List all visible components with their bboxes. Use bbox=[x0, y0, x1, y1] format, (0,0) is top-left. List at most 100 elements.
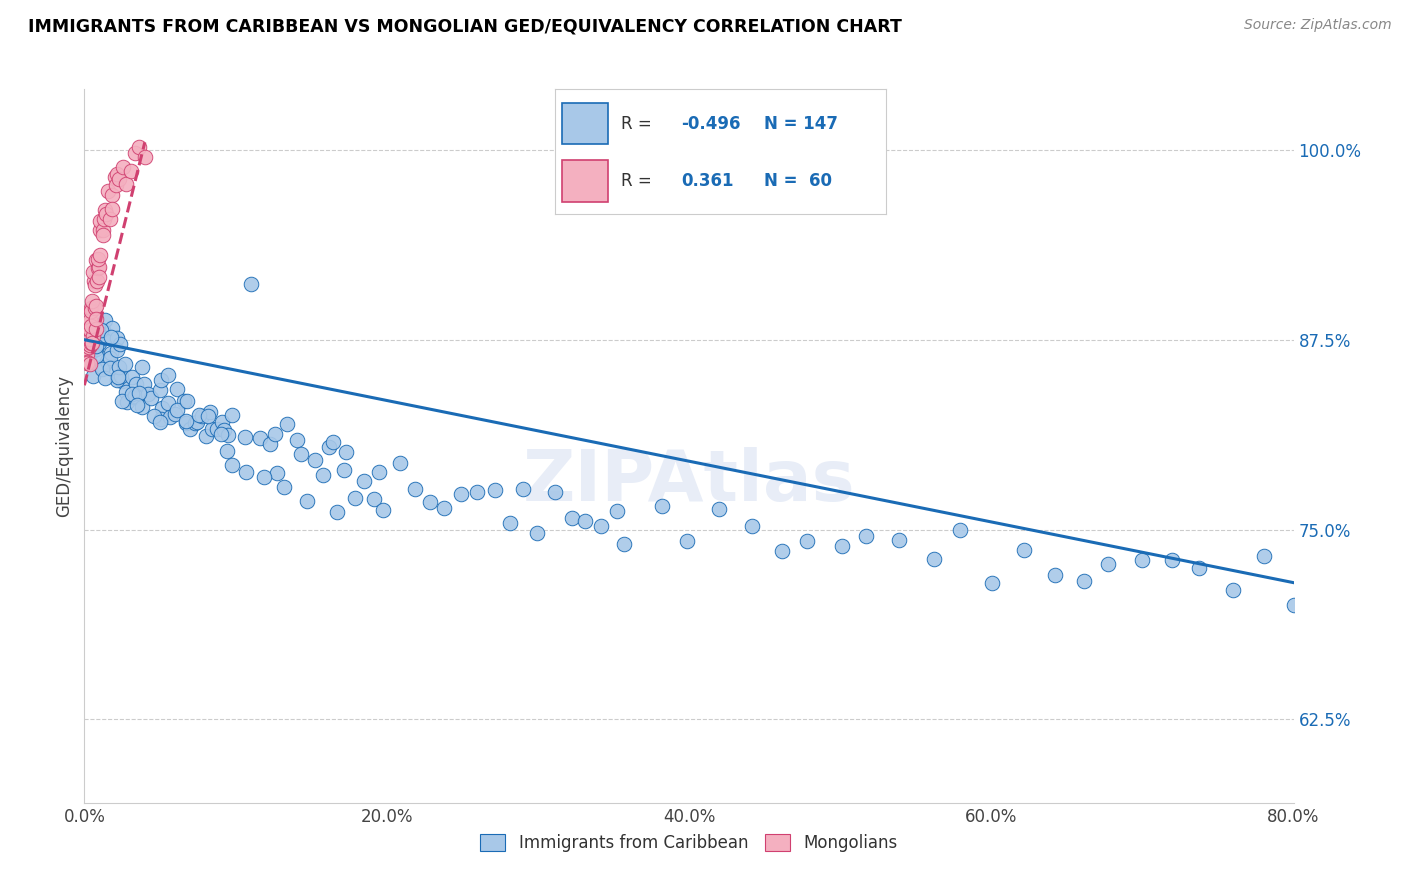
Point bbox=[499, 516, 522, 530]
Text: N = 147: N = 147 bbox=[763, 114, 838, 133]
Point bbox=[86, 274, 108, 288]
Point bbox=[1282, 598, 1305, 612]
Point bbox=[120, 164, 142, 178]
Point bbox=[235, 465, 257, 479]
Point bbox=[132, 377, 155, 392]
Point bbox=[79, 316, 101, 330]
Point bbox=[389, 456, 412, 470]
Point bbox=[82, 369, 104, 384]
Point bbox=[163, 407, 186, 421]
Text: Source: ZipAtlas.com: Source: ZipAtlas.com bbox=[1244, 18, 1392, 32]
Point bbox=[179, 422, 201, 436]
Point bbox=[1188, 560, 1211, 574]
Point bbox=[83, 301, 105, 315]
Point bbox=[149, 383, 172, 397]
Point bbox=[82, 336, 104, 351]
Point bbox=[76, 339, 98, 353]
Point bbox=[94, 331, 117, 345]
Point bbox=[707, 501, 730, 516]
Point bbox=[80, 336, 103, 351]
Point bbox=[94, 313, 117, 327]
Point bbox=[91, 361, 114, 376]
Point bbox=[75, 339, 97, 353]
Point bbox=[77, 336, 100, 351]
Point bbox=[264, 427, 287, 442]
Point bbox=[110, 336, 132, 351]
Point bbox=[128, 386, 150, 401]
Point bbox=[981, 576, 1004, 591]
Point bbox=[209, 427, 232, 442]
Point bbox=[136, 387, 159, 401]
Point bbox=[82, 329, 104, 343]
Point bbox=[318, 440, 340, 454]
Point bbox=[253, 470, 276, 484]
Point bbox=[266, 466, 288, 480]
Point bbox=[87, 270, 110, 285]
Point bbox=[77, 340, 100, 354]
Point bbox=[295, 494, 318, 508]
Point bbox=[76, 322, 98, 336]
Point bbox=[173, 393, 195, 408]
Point bbox=[200, 404, 222, 418]
Point bbox=[212, 423, 235, 437]
Point bbox=[90, 323, 112, 337]
Point bbox=[176, 393, 198, 408]
Point bbox=[84, 349, 107, 363]
Point bbox=[83, 328, 105, 343]
Point bbox=[128, 139, 150, 153]
Point bbox=[105, 178, 128, 192]
Point bbox=[87, 252, 110, 266]
Point bbox=[239, 277, 262, 292]
Text: R =: R = bbox=[621, 114, 658, 133]
Point bbox=[84, 299, 107, 313]
Point bbox=[184, 417, 207, 431]
Point bbox=[84, 278, 107, 293]
Point bbox=[922, 551, 945, 566]
Point bbox=[174, 416, 197, 430]
Point bbox=[770, 543, 793, 558]
Point bbox=[150, 412, 173, 426]
Point bbox=[91, 223, 114, 237]
Point bbox=[221, 458, 243, 472]
Point bbox=[121, 387, 143, 401]
Point bbox=[1161, 553, 1184, 567]
Point bbox=[186, 416, 208, 430]
Point bbox=[311, 467, 333, 482]
Point bbox=[651, 499, 673, 513]
Point bbox=[121, 370, 143, 384]
Point bbox=[343, 491, 366, 505]
Point bbox=[93, 371, 115, 385]
Point bbox=[89, 336, 111, 351]
Point bbox=[80, 301, 103, 315]
Point bbox=[1043, 568, 1066, 582]
Point bbox=[100, 330, 122, 344]
Point bbox=[105, 167, 128, 181]
Point bbox=[86, 312, 108, 326]
Point bbox=[149, 373, 172, 387]
Point bbox=[89, 214, 111, 228]
Point bbox=[115, 384, 138, 399]
FancyBboxPatch shape bbox=[562, 103, 609, 145]
Point bbox=[1222, 583, 1244, 598]
Point bbox=[373, 503, 395, 517]
Point bbox=[143, 409, 166, 423]
Point bbox=[84, 339, 107, 353]
Y-axis label: GED/Equivalency: GED/Equivalency bbox=[55, 375, 73, 517]
Point bbox=[188, 408, 211, 422]
Point bbox=[107, 360, 129, 375]
Point bbox=[104, 170, 127, 185]
Point bbox=[98, 361, 121, 376]
Point bbox=[105, 331, 128, 345]
Point bbox=[84, 321, 107, 335]
Point bbox=[89, 260, 111, 274]
Legend: Immigrants from Caribbean, Mongolians: Immigrants from Caribbean, Mongolians bbox=[474, 827, 904, 859]
Point bbox=[450, 487, 472, 501]
Point bbox=[84, 338, 107, 352]
Point bbox=[84, 331, 107, 345]
Point bbox=[512, 482, 534, 496]
Point bbox=[1073, 574, 1095, 588]
Point bbox=[333, 463, 356, 477]
FancyBboxPatch shape bbox=[562, 161, 609, 202]
Point bbox=[273, 480, 295, 494]
Point bbox=[676, 533, 699, 548]
